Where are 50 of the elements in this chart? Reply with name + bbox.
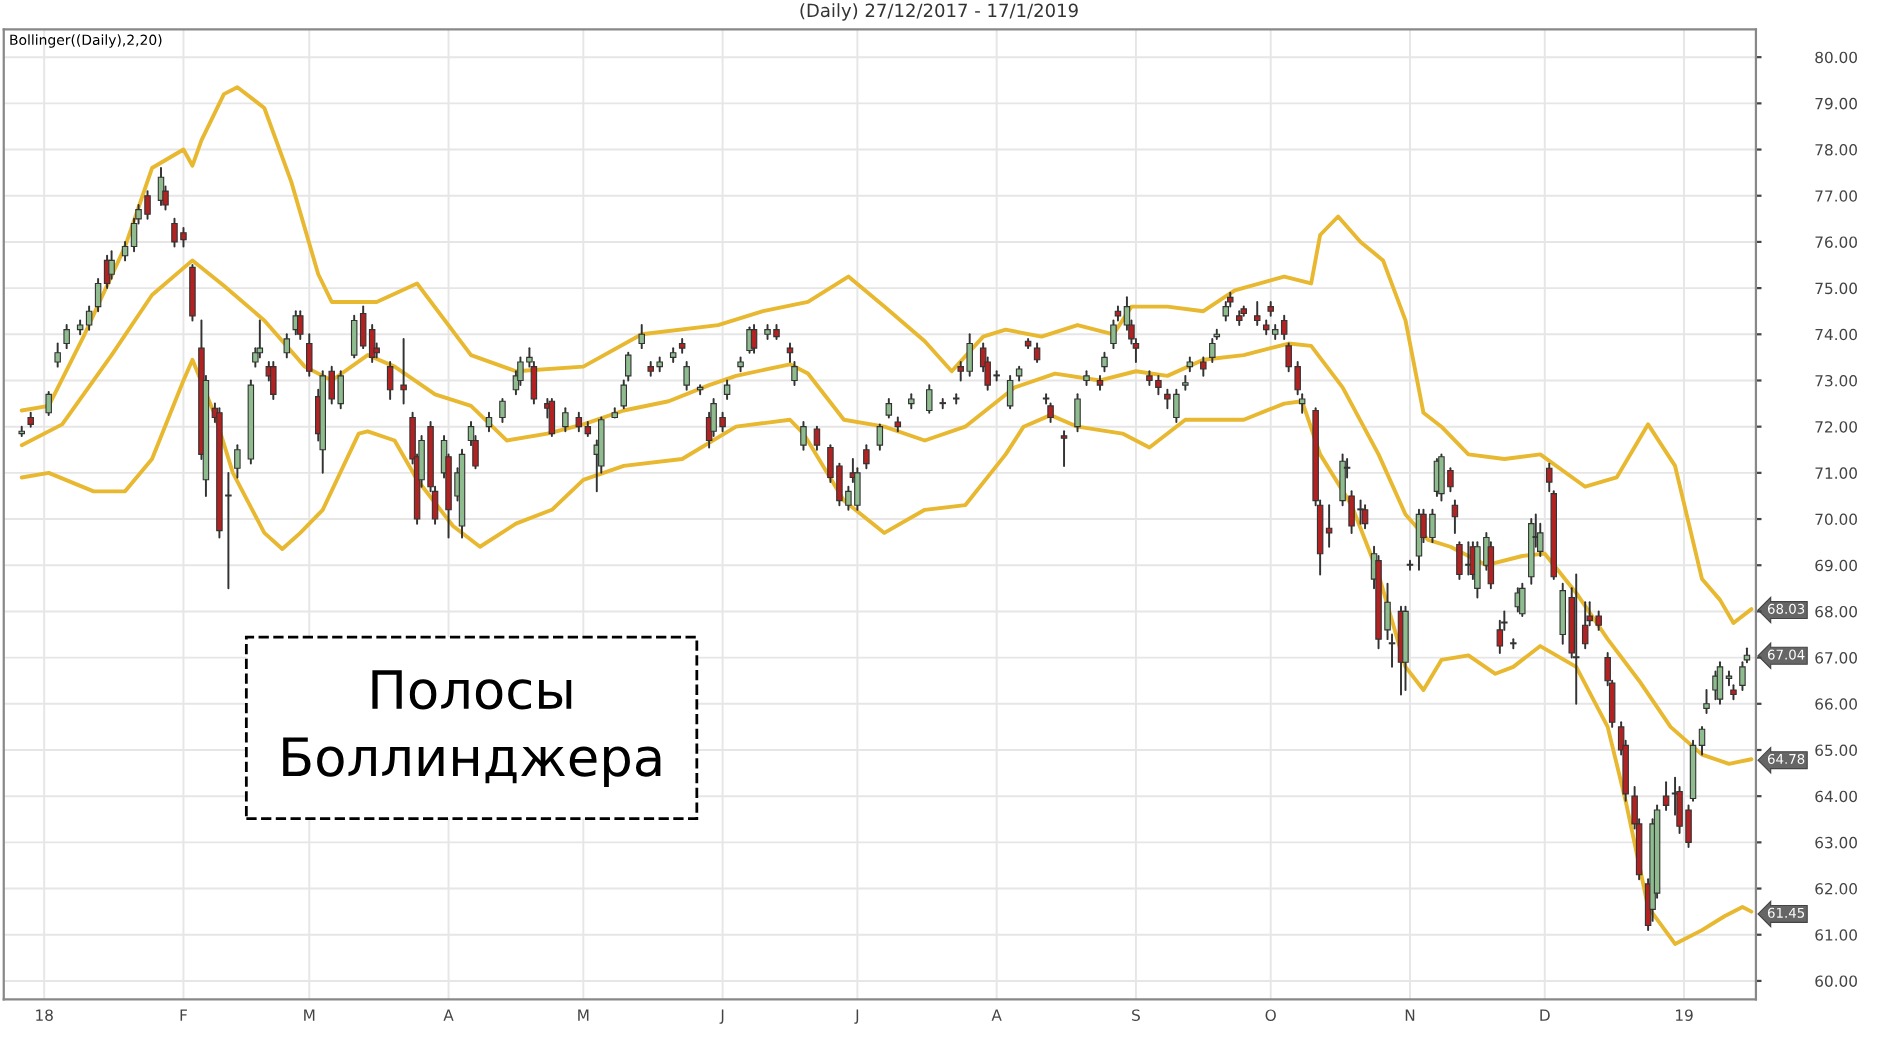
candlestick xyxy=(683,361,690,391)
candlestick xyxy=(1006,374,1014,410)
candlestick xyxy=(1101,351,1108,373)
candlestick xyxy=(813,425,821,451)
candlestick xyxy=(1519,582,1526,618)
candlestick xyxy=(1510,638,1517,650)
candlestick xyxy=(1074,393,1081,433)
candlestick xyxy=(638,324,645,350)
candlestick xyxy=(1703,688,1710,715)
candlestick xyxy=(85,305,93,331)
candlestick xyxy=(562,407,569,433)
candlestick xyxy=(1406,559,1414,571)
candlestick xyxy=(270,361,277,400)
chart-title: (Daily) 27/12/2017 - 17/1/2019 xyxy=(800,3,1078,21)
candlestick xyxy=(876,423,884,451)
candlestick xyxy=(939,397,946,410)
candlestick xyxy=(1280,314,1288,340)
candlestick xyxy=(1209,337,1216,363)
candlestick xyxy=(548,397,556,437)
line-series xyxy=(19,85,1754,625)
candlestick xyxy=(1222,300,1230,322)
candlestick xyxy=(63,324,70,350)
candlestick xyxy=(1456,541,1463,581)
candlestick xyxy=(1662,781,1670,811)
candlestick xyxy=(485,411,493,433)
candlestick xyxy=(1200,356,1207,377)
line-series xyxy=(19,357,1754,946)
candlestick xyxy=(283,333,291,359)
candlestick xyxy=(45,391,52,417)
candlestick xyxy=(386,361,394,400)
candlestick xyxy=(863,444,870,470)
candlestick xyxy=(1581,601,1589,650)
candlestick xyxy=(1361,504,1369,530)
candlestick xyxy=(1060,430,1068,467)
candlestick xyxy=(306,333,313,377)
candlestick xyxy=(400,337,407,405)
candlestick xyxy=(499,397,506,424)
candlestick xyxy=(926,384,933,414)
candlestick xyxy=(723,379,731,400)
annotation: Полосы Боллинджера xyxy=(283,670,661,787)
candlestick xyxy=(1253,300,1261,327)
candlestick xyxy=(234,444,241,479)
candlestick xyxy=(575,411,583,433)
candlestick xyxy=(885,397,893,419)
candlestick xyxy=(1716,661,1724,705)
candlestick xyxy=(750,324,758,354)
candlestick xyxy=(800,421,807,451)
candlestick xyxy=(1325,504,1333,548)
candlestick xyxy=(297,310,304,340)
candlestick xyxy=(54,342,61,368)
